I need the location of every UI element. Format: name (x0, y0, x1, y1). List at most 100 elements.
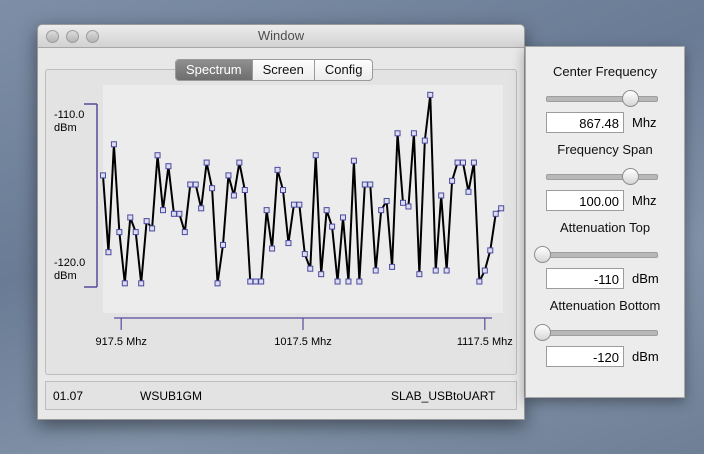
data-point (427, 91, 434, 98)
data-point (438, 192, 445, 199)
window-title: Window (257, 28, 305, 43)
value-field[interactable]: 867.48 (546, 112, 624, 133)
data-point (263, 207, 270, 214)
tab[interactable]: Config (313, 60, 373, 80)
data-point (394, 130, 401, 137)
data-point (421, 137, 428, 144)
data-point (405, 203, 412, 210)
unit-label: Mhz (632, 193, 657, 208)
status-text: WSUB1GM (140, 389, 203, 403)
data-point (160, 207, 166, 214)
data-point (361, 181, 368, 188)
data-point (252, 278, 259, 285)
data-point (138, 280, 145, 287)
slider-track[interactable] (546, 252, 658, 258)
value-field[interactable]: -110 (546, 268, 624, 289)
tab-bar: Spectrum Screen Config (175, 59, 374, 81)
data-point (345, 278, 352, 285)
data-point (312, 152, 319, 159)
data-point (176, 210, 183, 217)
plot-area (103, 85, 503, 313)
data-point (356, 278, 363, 285)
status-text: SLAB_USBtoUART (391, 389, 496, 403)
data-point (121, 280, 128, 287)
unit-label: Mhz (632, 115, 657, 130)
control-label: Center Frequency (552, 64, 658, 79)
data-point (258, 278, 265, 285)
status-bar: 01.07 WSUB1GM SLAB_USBtoUART (45, 381, 517, 410)
data-point (323, 207, 330, 214)
data-point (498, 205, 505, 212)
data-point (460, 159, 466, 166)
control-label: Attenuation Bottom (549, 298, 661, 313)
data-point (230, 192, 237, 199)
data-point (301, 251, 308, 258)
data-point (280, 187, 286, 194)
data-point (127, 214, 134, 221)
slider-track[interactable] (546, 96, 658, 102)
data-point (443, 267, 450, 274)
data-point (372, 267, 379, 274)
data-point (236, 159, 243, 166)
data-point (432, 267, 439, 274)
data-point (149, 225, 156, 232)
data-point (116, 229, 123, 236)
data-point (209, 185, 216, 192)
slider-track[interactable] (546, 330, 658, 336)
spectrum-line (102, 93, 502, 285)
data-point (241, 187, 248, 194)
data-point (105, 249, 112, 256)
data-point (318, 271, 325, 278)
data-point (154, 152, 161, 159)
close-button[interactable] (46, 30, 59, 43)
x-tick-label: 1117.5 Mhz (457, 336, 513, 348)
data-point (192, 181, 199, 188)
data-point (449, 177, 456, 184)
data-point (334, 278, 341, 285)
slider-track[interactable] (546, 174, 658, 180)
data-point (454, 159, 461, 166)
data-point (487, 247, 494, 254)
unit-label: dBm (632, 271, 659, 286)
value-field[interactable]: 100.00 (546, 190, 624, 211)
control-label: Frequency Span (557, 142, 653, 157)
data-point (247, 278, 254, 285)
minimize-button[interactable] (66, 30, 79, 43)
data-point (400, 199, 406, 206)
slider-knob[interactable] (622, 90, 639, 107)
data-point (203, 159, 210, 166)
data-point (198, 205, 205, 212)
data-point (269, 245, 276, 252)
tab[interactable]: Spectrum (176, 60, 252, 80)
control-label: Attenuation Top (559, 220, 651, 235)
data-point (329, 223, 336, 230)
data-point (220, 241, 226, 248)
data-point (416, 271, 423, 278)
data-point (389, 263, 396, 270)
y-tick-label: -110.0 dBm (54, 109, 85, 134)
data-point (132, 229, 139, 236)
data-point (383, 197, 390, 204)
data-point (492, 210, 499, 217)
data-point (165, 163, 172, 170)
data-point (340, 214, 346, 221)
data-point (225, 172, 232, 179)
data-point (350, 157, 357, 164)
slider-knob[interactable] (534, 246, 551, 263)
slider-knob[interactable] (534, 324, 551, 341)
data-point (307, 265, 314, 272)
slider-knob[interactable] (622, 168, 639, 185)
data-point (476, 278, 483, 285)
control-panel: Center Frequency 867.48 Mhz Frequency Span 1… (525, 46, 685, 398)
x-tick-label: 917.5 Mhz (95, 336, 146, 348)
unit-label: dBm (632, 349, 659, 364)
zoom-button[interactable] (86, 30, 99, 43)
value-field[interactable]: -120 (546, 346, 624, 367)
status-text: 01.07 (53, 389, 84, 403)
data-point (170, 210, 177, 217)
tab[interactable]: Screen (251, 60, 314, 80)
data-point (181, 229, 188, 236)
data-point (274, 166, 281, 173)
